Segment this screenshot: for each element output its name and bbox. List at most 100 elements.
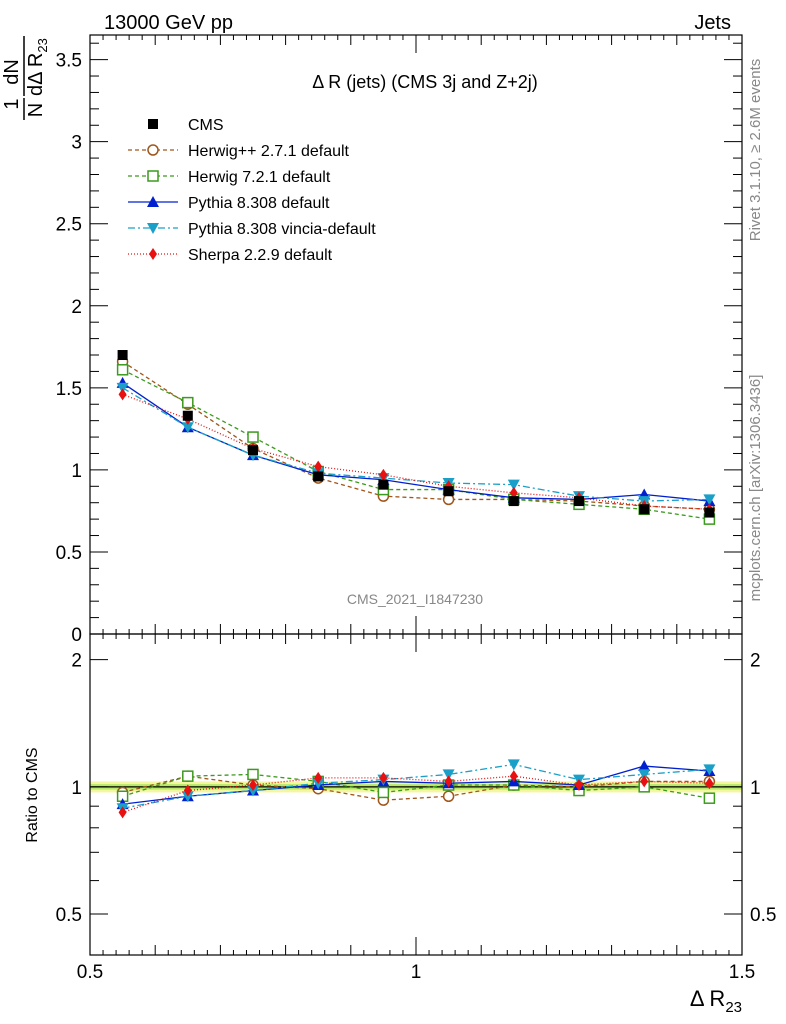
series-line-pythia-8-308-default bbox=[122, 382, 710, 502]
ratio-point-pythia-8-308-vincia-default bbox=[181, 791, 194, 803]
legend-marker-sherpa-2-2-9-default bbox=[149, 248, 157, 260]
ratio-point-herwig-7-2-1-default bbox=[377, 786, 390, 799]
rivet-label: Rivet 3.1.10, ≥ 2.6M events bbox=[747, 59, 764, 242]
legend-marker-herwig-2-7-1-default bbox=[147, 144, 159, 156]
ratio-point-sherpa-2-2-9-default bbox=[444, 775, 453, 788]
ratio-point-pythia-8-308-vincia-default bbox=[247, 785, 259, 797]
y-label-rhs-den-sub: 23 bbox=[35, 38, 50, 52]
ratio-point-sherpa-2-2-9-default bbox=[705, 777, 714, 790]
data-point-pythia-8-308-vincia-default bbox=[116, 382, 129, 394]
ratio-point-pythia-8-308-vincia-default bbox=[638, 769, 651, 781]
ratio-point-herwig-7-2-1-default bbox=[182, 770, 194, 782]
ratio-point-sherpa-2-2-9-default bbox=[640, 775, 649, 788]
legend-item-herwig-2-7-1-default: Herwig++ 2.7.1 default bbox=[128, 143, 350, 160]
ratio-line-pythia-8-308-vincia-default bbox=[122, 763, 710, 809]
legend-marker-herwig-7-2-1-default bbox=[147, 170, 159, 182]
ratio-point-pythia-8-308-vincia-default bbox=[442, 769, 455, 781]
legend-item-pythia-8-308-default: Pythia 8.308 default bbox=[128, 195, 330, 212]
y-tick-label: 3 bbox=[71, 133, 82, 154]
x-tick-label: 1.5 bbox=[729, 962, 755, 983]
ratio-point-pythia-8-308-vincia-default bbox=[703, 764, 716, 776]
y-tick-label: 1.5 bbox=[56, 379, 82, 400]
y-tick-label: 2 bbox=[71, 297, 82, 318]
y-axis-label: 1 N dN dΔ R23 bbox=[1, 36, 50, 120]
legend-item-sherpa-2-2-9-default: Sherpa 2.2.9 default bbox=[128, 247, 333, 264]
legend: CMS Herwig++ 2.7.1 default Herwig 7.2.1 de… bbox=[128, 117, 376, 264]
data-point-cms bbox=[117, 350, 128, 361]
data-point-sherpa-2-2-9-default bbox=[509, 486, 518, 499]
ratio-plot-frame bbox=[89, 633, 743, 956]
data-point-cms bbox=[704, 507, 715, 518]
ratio-uncertainty-band-layer bbox=[90, 781, 742, 793]
chart-title: Δ R (jets) (CMS 3j and Z+2j) bbox=[312, 72, 538, 92]
ratio-point-sherpa-2-2-9-default bbox=[575, 779, 583, 792]
legend-item-herwig-7-2-1-default: Herwig 7.2.1 default bbox=[128, 169, 331, 186]
x-axis-label-sub: 23 bbox=[725, 999, 742, 1016]
ratio-point-sherpa-2-2-9-default bbox=[379, 771, 388, 784]
ratio-tick-label-left: 1 bbox=[71, 778, 82, 799]
ratio-point-sherpa-2-2-9-default bbox=[183, 784, 192, 797]
data-point-cms bbox=[378, 479, 389, 490]
x-axis-label-text: Δ R bbox=[690, 986, 725, 1011]
series-cms bbox=[117, 350, 715, 518]
legend-marker-pythia-8-308-vincia-default bbox=[147, 223, 159, 234]
y-tick-label: 1 bbox=[71, 461, 82, 482]
y-tick-label: 0.5 bbox=[56, 543, 82, 564]
ratio-tick-label-right: 2 bbox=[750, 651, 761, 672]
data-point-cms bbox=[639, 504, 650, 515]
ratio-point-sherpa-2-2-9-default bbox=[249, 779, 257, 792]
legend-item-cms: CMS bbox=[148, 117, 224, 134]
ratio-line-pythia-8-308-default bbox=[122, 765, 710, 805]
watermark: CMS_2021_I1847230 bbox=[347, 591, 483, 607]
data-point-herwig-7-2-1-default bbox=[182, 396, 194, 409]
data-point-cms bbox=[248, 445, 258, 456]
x-axis-label: Δ R23 bbox=[690, 986, 742, 1016]
data-point-cms bbox=[313, 471, 324, 482]
y-tick-label: 0 bbox=[71, 625, 82, 646]
ratio-line-herwig-2-7-1-default bbox=[122, 775, 710, 801]
series-herwig-2-7-1-default bbox=[116, 355, 716, 806]
ratio-point-herwig-2-7-1-default bbox=[442, 790, 455, 803]
ratio-point-sherpa-2-2-9-default bbox=[509, 770, 518, 783]
data-point-sherpa-2-2-9-default bbox=[118, 388, 127, 401]
ratio-point-sherpa-2-2-9-default bbox=[314, 771, 323, 784]
legend-label-pythia-8-308-vincia-default: Pythia 8.308 vincia-default bbox=[188, 221, 376, 238]
frame-layer bbox=[89, 34, 743, 956]
legend-marker-pythia-8-308-default bbox=[147, 196, 159, 207]
ratio-line-herwig-7-2-1-default bbox=[122, 773, 710, 799]
data-point-cms bbox=[574, 496, 584, 507]
ratio-tick-label-right: 0.5 bbox=[750, 905, 776, 926]
legend-label-sherpa-2-2-9-default: Sherpa 2.2.9 default bbox=[188, 247, 333, 264]
data-point-sherpa-2-2-9-default bbox=[314, 460, 323, 473]
y-label-frac-den: N bbox=[25, 103, 47, 117]
ratio-point-pythia-8-308-default bbox=[638, 760, 651, 772]
data-point-cms bbox=[182, 410, 193, 421]
ratio-point-pythia-8-308-vincia-default bbox=[507, 759, 520, 771]
legend-label-herwig-2-7-1-default: Herwig++ 2.7.1 default bbox=[188, 143, 350, 160]
ratio-point-sherpa-2-2-9-default bbox=[118, 806, 127, 819]
series-line-sherpa-2-2-9-default bbox=[122, 393, 710, 510]
legend-marker-cms bbox=[148, 119, 158, 129]
data-point-cms bbox=[443, 486, 454, 497]
tick-layer: 0.5 1 1.5 0 0.5 1 1.5 2 2.5 3 3.5 0.5 0.5 1 1 2 2 bbox=[56, 35, 776, 983]
ratio-point-herwig-7-2-1-default bbox=[703, 792, 716, 804]
y-tick-label: 2.5 bbox=[56, 215, 82, 236]
data-point-herwig-7-2-1-default bbox=[247, 431, 259, 443]
legend-label-pythia-8-308-default: Pythia 8.308 default bbox=[188, 195, 330, 212]
y-label-frac-num: 1 bbox=[1, 98, 23, 109]
y-label-rhs-den: dΔ R23 bbox=[25, 38, 50, 96]
header-left: 13000 GeV pp bbox=[104, 12, 233, 34]
ratio-tick-label-left: 2 bbox=[71, 651, 82, 672]
y-label-rhs-num: dN bbox=[1, 59, 23, 85]
data-point-pythia-8-308-vincia-default bbox=[703, 494, 716, 506]
ratio-tick-label-left: 0.5 bbox=[56, 905, 82, 926]
data-point-herwig-7-2-1-default bbox=[116, 364, 129, 376]
series-line-pythia-8-308-vincia-default bbox=[122, 387, 710, 502]
ratio-line-sherpa-2-2-9-default bbox=[122, 775, 710, 814]
ratio-point-herwig-7-2-1-default bbox=[247, 768, 259, 781]
ratio-y-label: Ratio to CMS bbox=[24, 747, 41, 842]
series-herwig-7-2-1-default bbox=[116, 364, 716, 804]
x-tick-label: 0.5 bbox=[77, 962, 103, 983]
ratio-tick-label-right: 1 bbox=[750, 778, 761, 799]
mcplots-label: mcplots.cern.ch [arXiv:1306.3436] bbox=[747, 375, 764, 602]
